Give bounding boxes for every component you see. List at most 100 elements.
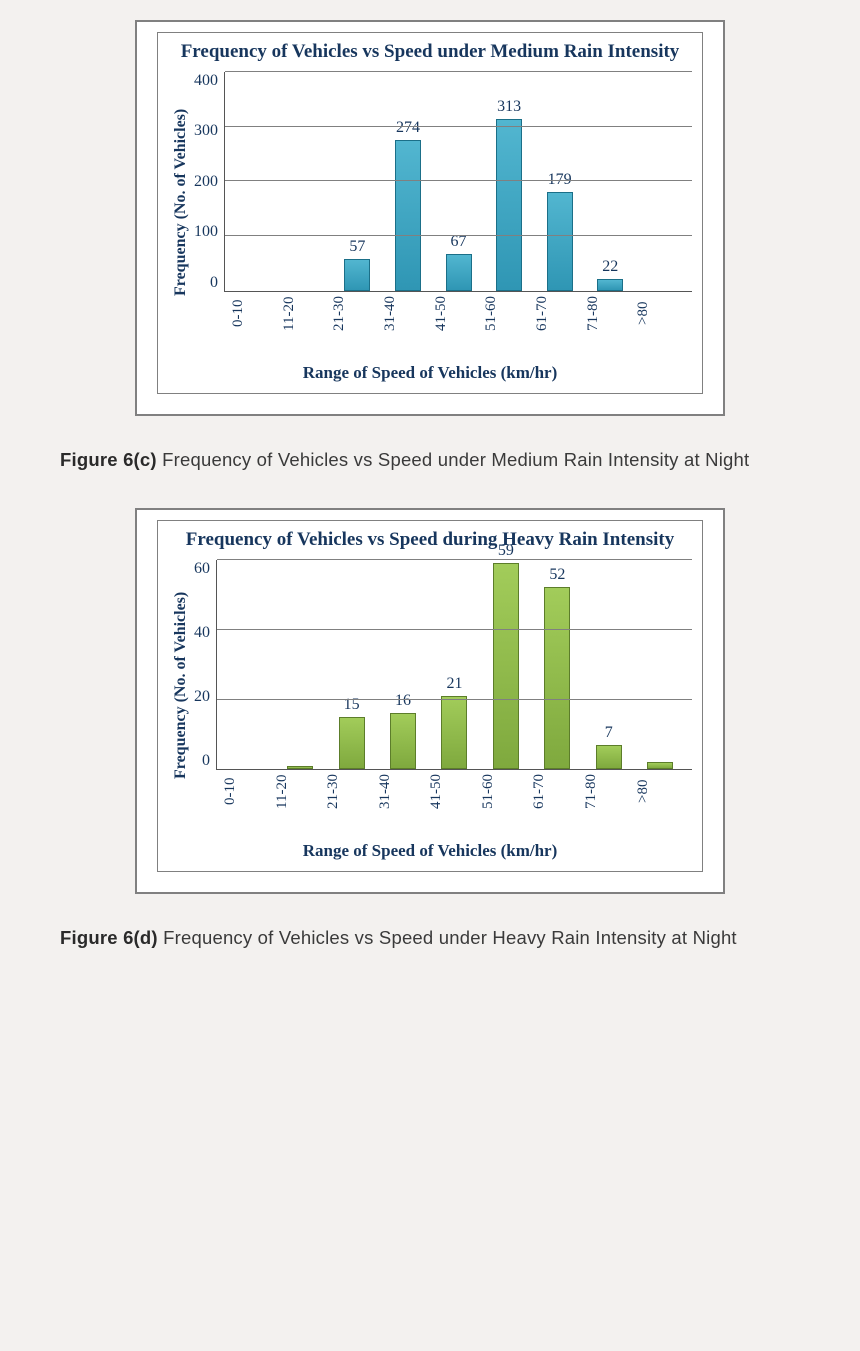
bar-wrap: 21 [429, 560, 480, 769]
bar-value-label: 22 [602, 258, 618, 276]
bar [287, 766, 313, 770]
chart-d-body: Frequency (No. of Vehicles) 60 40 20 0 15 16… [168, 560, 692, 811]
caption-d-text: Frequency of Vehicles vs Speed under Hea… [158, 927, 737, 948]
bar-wrap: 52 [532, 560, 583, 769]
gridline [225, 235, 692, 236]
bar-wrap: 16 [377, 560, 428, 769]
bar-wrap: 274 [383, 72, 434, 291]
chart-c-xlabel: Range of Speed of Vehicles (km/hr) [168, 363, 692, 383]
chart-c-bars: 57 274 67 313 179 22 [225, 72, 692, 291]
bar-wrap [274, 560, 325, 769]
xtick-label: 71-80 [585, 296, 636, 333]
bar [544, 587, 570, 769]
chart-d-plot: 15 16 21 59 52 7 [216, 560, 692, 770]
bar-value-label: 274 [396, 119, 420, 137]
bar [596, 745, 622, 770]
gridline [225, 126, 692, 127]
xtick-label: 71-80 [583, 774, 635, 811]
xtick-label: 51-60 [483, 296, 534, 333]
chart-c-body: Frequency (No. of Vehicles) 400 300 200 100… [168, 72, 692, 333]
ytick-label: 20 [194, 688, 210, 706]
bar-wrap [282, 72, 333, 291]
bar [441, 696, 467, 770]
ytick-label: 40 [194, 624, 210, 642]
bar-wrap [636, 72, 687, 291]
xtick-label: 11-20 [274, 774, 326, 811]
xtick-label: 61-70 [534, 296, 585, 333]
chart-d-xlabel: Range of Speed of Vehicles (km/hr) [168, 841, 692, 861]
chart-c-title: Frequency of Vehicles vs Speed under Med… [168, 41, 692, 64]
bar [493, 563, 519, 770]
xtick-label: 31-40 [382, 296, 433, 333]
ytick-label: 0 [210, 274, 218, 292]
bar-wrap: 22 [585, 72, 636, 291]
bar [446, 254, 472, 291]
xtick-label: 41-50 [433, 296, 484, 333]
gridline [217, 629, 692, 630]
xtick-label: 41-50 [428, 774, 480, 811]
chart-d-plotcol: 15 16 21 59 52 7 0-1011-2021-3031-4041-5051-6… [216, 560, 692, 811]
bar-value-label: 59 [498, 542, 514, 560]
chart-d-yticks: 60 40 20 0 [194, 560, 216, 770]
bar [344, 259, 370, 290]
bar-wrap: 67 [433, 72, 484, 291]
bar-wrap: 179 [534, 72, 585, 291]
bar-wrap: 7 [583, 560, 634, 769]
bar [395, 140, 421, 291]
chart-d-frame: Frequency of Vehicles vs Speed during He… [135, 508, 725, 894]
gridline [225, 180, 692, 181]
chart-c-xticks: 0-1011-2021-3031-4041-5051-6061-7071-80>… [224, 292, 692, 333]
chart-c-plotcol: 57 274 67 313 179 22 0-1011-2021-3031-4041-50… [224, 72, 692, 333]
chart-d-title: Frequency of Vehicles vs Speed during He… [168, 529, 692, 552]
chart-d-bars: 15 16 21 59 52 7 [217, 560, 692, 769]
ytick-label: 0 [202, 752, 210, 770]
bar [496, 119, 522, 291]
xtick-label: 21-30 [325, 774, 377, 811]
bar-value-label: 57 [349, 238, 365, 256]
caption-d: Figure 6(d) Frequency of Vehicles vs Spe… [60, 924, 800, 953]
bar-wrap: 59 [480, 560, 531, 769]
ytick-label: 400 [194, 72, 218, 90]
xtick-label: 11-20 [281, 296, 332, 333]
bar-value-label: 16 [395, 692, 411, 710]
chart-c-yticks: 400 300 200 100 0 [194, 72, 224, 292]
bar-wrap: 57 [332, 72, 383, 291]
ytick-label: 200 [194, 173, 218, 191]
xtick-label: 0-10 [230, 296, 281, 333]
bar-value-label: 7 [605, 724, 613, 742]
xtick-label: >80 [635, 296, 686, 333]
chart-c-frame: Frequency of Vehicles vs Speed under Med… [135, 20, 725, 416]
xtick-label: >80 [635, 774, 687, 811]
caption-c-text: Frequency of Vehicles vs Speed under Med… [157, 449, 750, 470]
bar-value-label: 21 [446, 675, 462, 693]
bar-value-label: 52 [549, 566, 565, 584]
chart-d-inner: Frequency of Vehicles vs Speed during He… [157, 520, 703, 872]
ytick-label: 60 [194, 560, 210, 578]
bar [339, 717, 365, 770]
bar [390, 713, 416, 769]
xtick-label: 31-40 [377, 774, 429, 811]
ytick-label: 100 [194, 223, 218, 241]
ytick-label: 300 [194, 122, 218, 140]
chart-c-inner: Frequency of Vehicles vs Speed under Med… [157, 32, 703, 394]
caption-c: Figure 6(c) Frequency of Vehicles vs Spe… [60, 446, 800, 475]
xtick-label: 51-60 [480, 774, 532, 811]
chart-c-ylabel: Frequency (No. of Vehicles) [168, 72, 194, 333]
gridline [217, 559, 692, 560]
bar-wrap [231, 72, 282, 291]
bar-value-label: 313 [497, 98, 521, 116]
xtick-label: 0-10 [222, 774, 274, 811]
chart-d-xticks: 0-1011-2021-3031-4041-5051-6061-7071-80>… [216, 770, 692, 811]
gridline [217, 699, 692, 700]
chart-d-ylabel: Frequency (No. of Vehicles) [168, 560, 194, 811]
xtick-label: 21-30 [331, 296, 382, 333]
bar-wrap: 313 [484, 72, 535, 291]
bar [597, 279, 623, 291]
bar-wrap: 15 [326, 560, 377, 769]
xtick-label: 61-70 [531, 774, 583, 811]
caption-c-label: Figure 6(c) [60, 449, 157, 470]
bar [647, 762, 673, 769]
bar-wrap [635, 560, 686, 769]
bar-wrap [223, 560, 274, 769]
bar [547, 192, 573, 290]
